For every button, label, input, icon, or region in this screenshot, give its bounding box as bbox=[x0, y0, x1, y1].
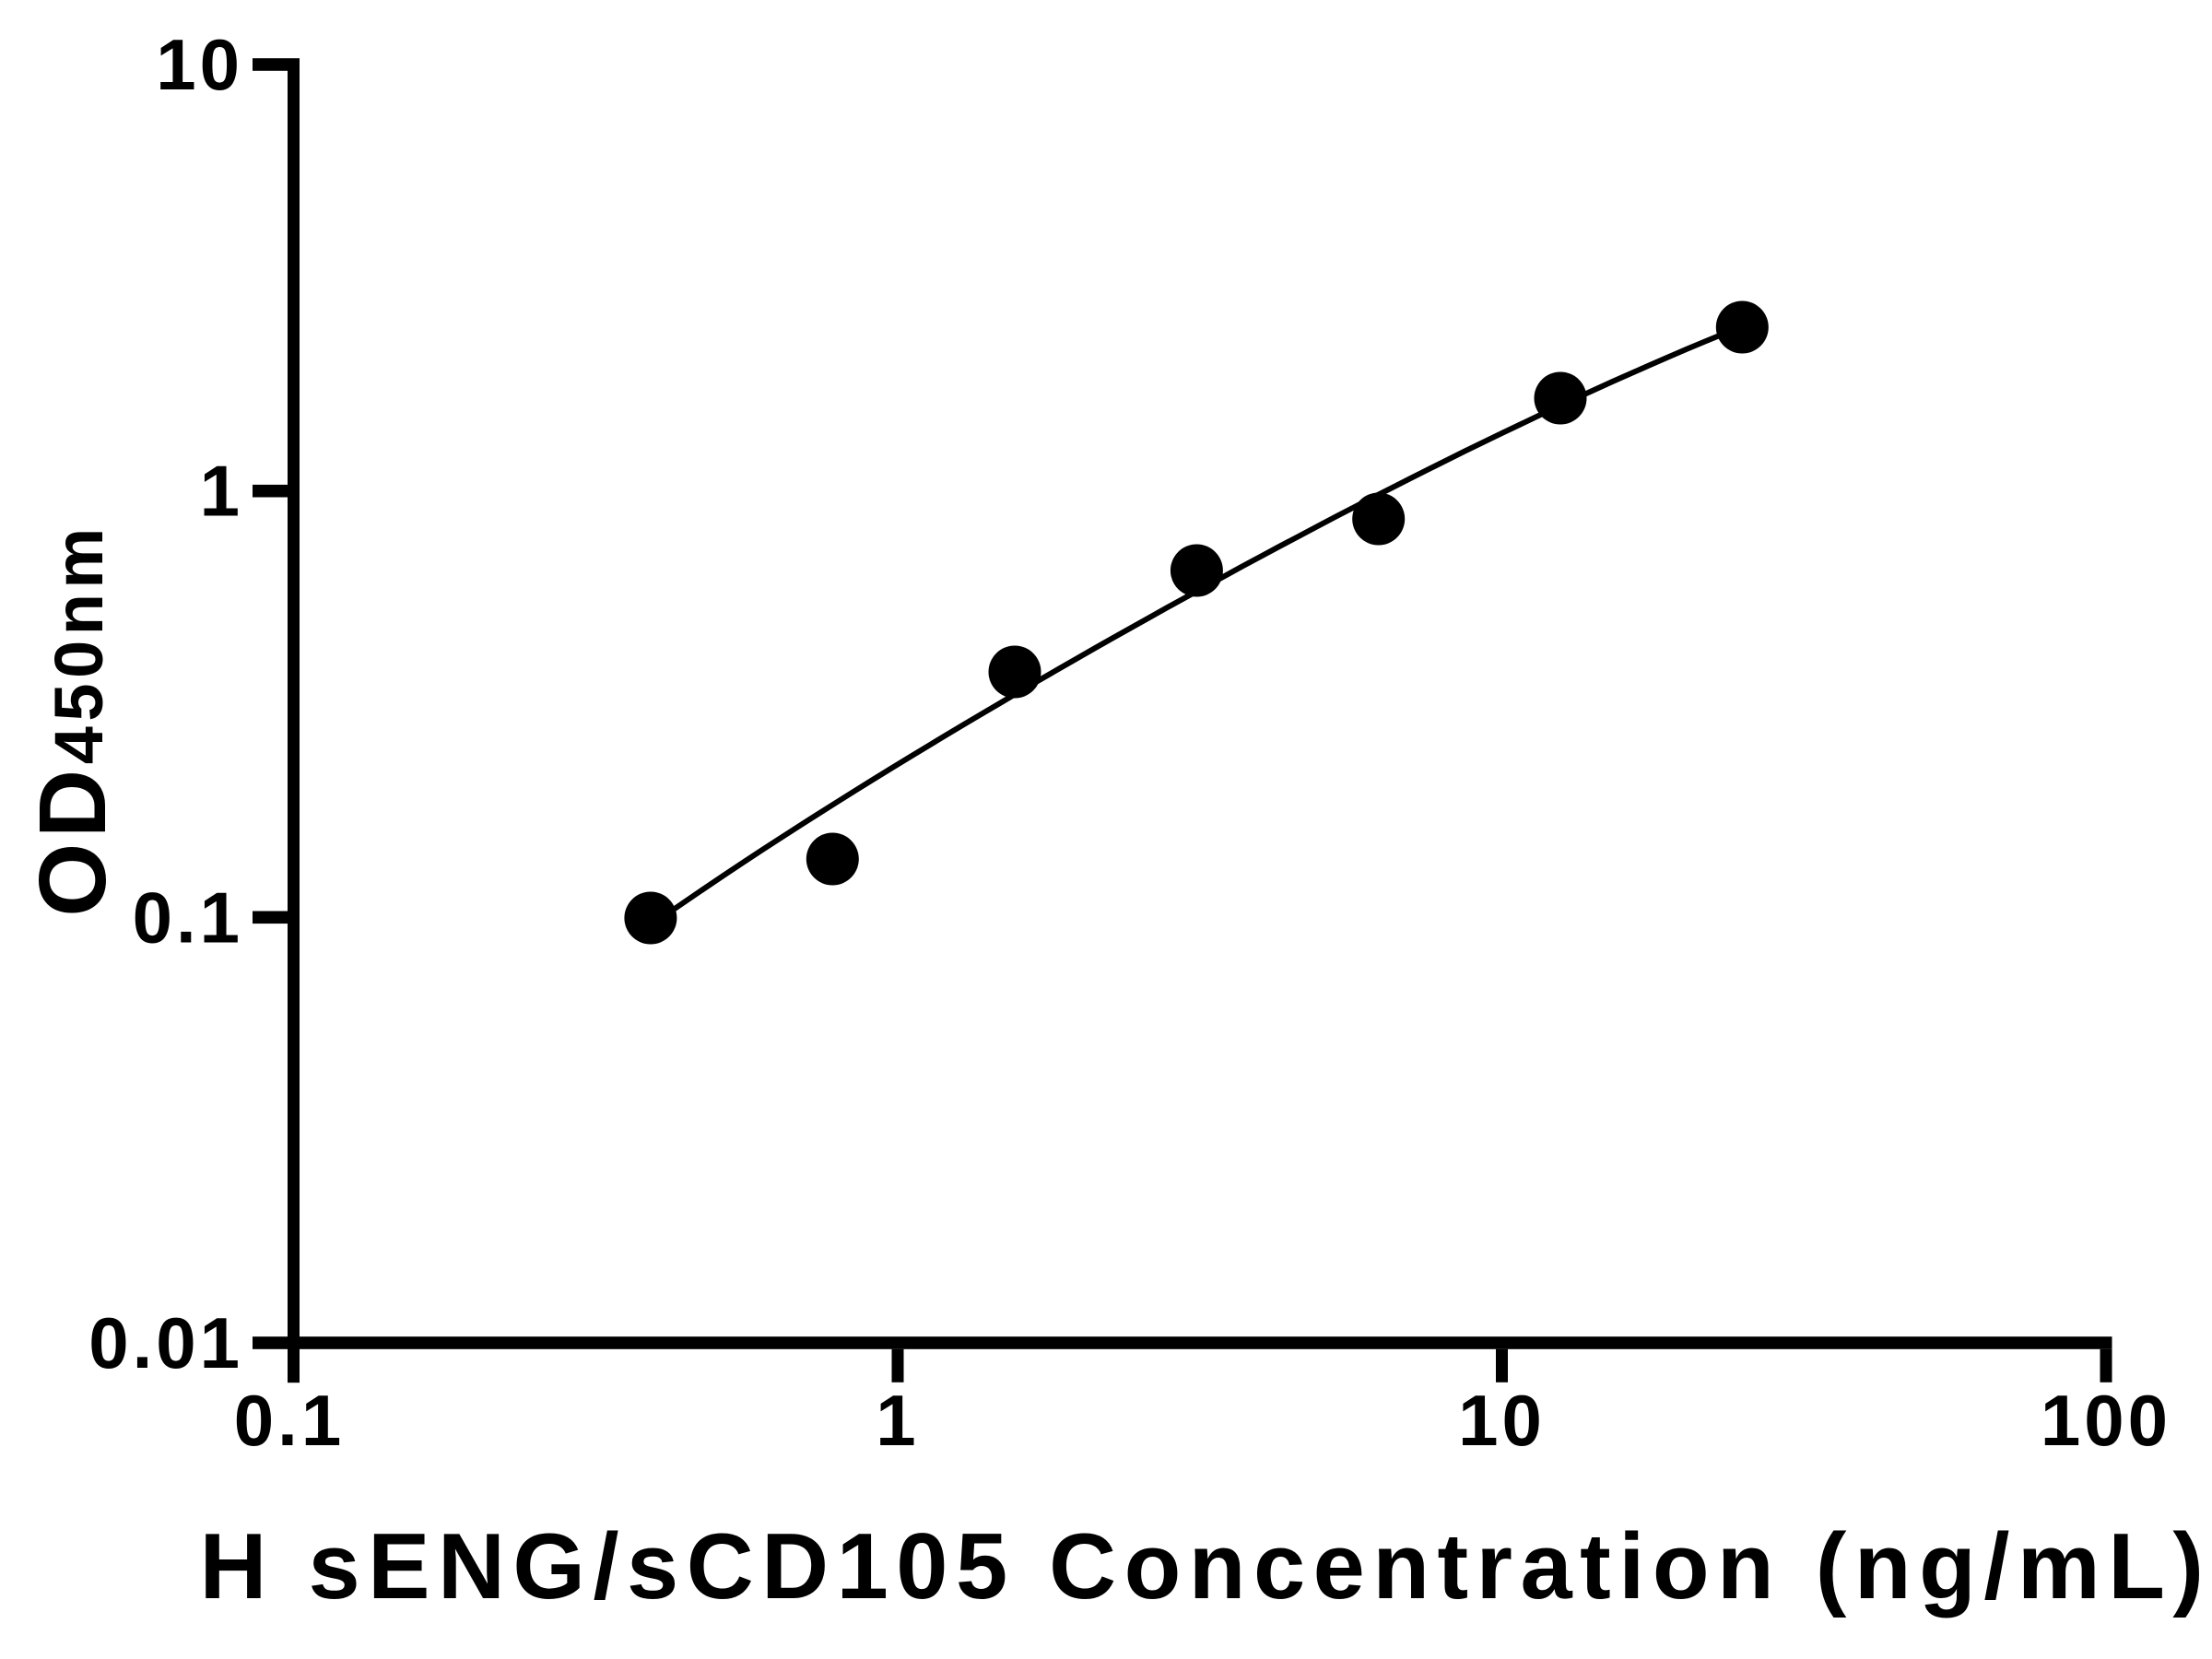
svg-text:1: 1 bbox=[200, 451, 243, 532]
svg-text:H sENG/sCD105 Concentration (n: H sENG/sCD105 Concentration (ng/mL) bbox=[199, 1515, 2211, 1618]
svg-text:10: 10 bbox=[156, 24, 243, 105]
svg-text:100: 100 bbox=[2041, 1380, 2171, 1461]
svg-text:1: 1 bbox=[876, 1380, 919, 1461]
svg-text:0.1: 0.1 bbox=[133, 877, 243, 958]
svg-text:OD450nm: OD450nm bbox=[19, 523, 125, 916]
svg-text:10: 10 bbox=[1458, 1380, 1546, 1461]
svg-text:0.1: 0.1 bbox=[234, 1380, 345, 1461]
svg-text:0.01: 0.01 bbox=[88, 1302, 243, 1383]
